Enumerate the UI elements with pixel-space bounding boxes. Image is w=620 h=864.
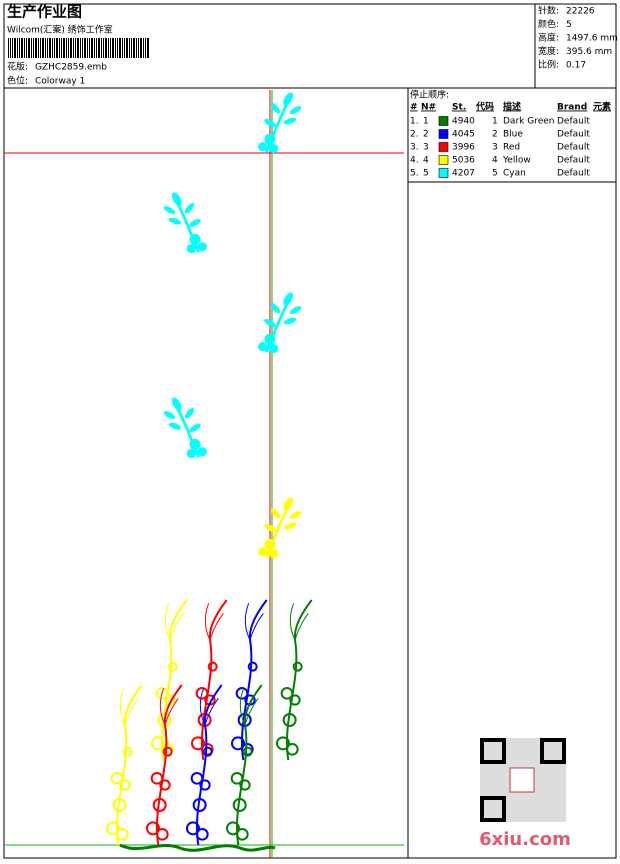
column-header: St. [452,103,466,113]
design-label: 花版: [7,61,28,73]
cell-brand: Default [557,117,590,127]
info-label: 颜色: [538,18,559,30]
cell-code: 2 [492,130,498,140]
watermark: 6xiu.com [479,829,571,850]
info-value: 0.17 [566,61,586,71]
stop-table: # N# St. 代码 描述 Brand 元素1. 1 4940 1 Dark Green Defau… [410,101,611,179]
column-header: Brand [557,103,587,113]
barcode [8,38,150,58]
cell-brand: Default [557,156,590,166]
cell-brand: Default [557,130,590,140]
cell-description: Yellow [502,156,531,166]
motif [161,394,209,460]
column-header: 描述 [503,101,521,113]
cell-stop: 5. [410,169,419,179]
motif [161,189,209,255]
cell-description: Dark Green [503,117,554,127]
cell-code: 1 [492,117,498,127]
motif [151,599,188,761]
cell-stitches: 3996 [452,143,475,153]
cell-brand: Default [557,143,590,153]
color-swatch [438,155,449,165]
motif [191,599,228,761]
column-header: 代码 [475,101,494,113]
cell-stop: 1. [410,117,419,127]
title: 生产作业图 [7,3,82,21]
info-label: 高度: [538,32,559,44]
color-swatch [438,116,449,126]
motif [256,289,304,355]
motif [256,89,304,155]
motif [276,599,313,761]
cell-description: Red [503,143,520,153]
stop-title: 停止顺序: [410,89,449,101]
info-label: 针数: [538,5,559,17]
qr-code [480,738,566,822]
subtitle: Wilcom(汇案) 绣饰工作室 [7,24,113,36]
cell-brand: Default [557,169,590,179]
design-name: GZHC2859.emb [35,63,107,73]
cell-needle: 2 [423,130,429,140]
info-value: 1497.6 mm [566,34,618,44]
info-value: 395.6 mm [566,47,612,57]
cell-stitches: 5036 [452,156,475,166]
cell-needle: 5 [423,169,429,179]
column-header: # [410,103,418,113]
cell-stop: 4. [410,156,419,166]
cell-code: 4 [492,156,498,166]
cell-stop: 2. [410,130,419,140]
motif [119,843,276,852]
cell-description: Blue [503,130,523,140]
design-preview [4,89,404,858]
colorway-label: 色位: [7,75,28,87]
color-swatch [438,168,449,178]
cell-stitches: 4207 [452,169,475,179]
cell-code: 3 [492,143,498,153]
color-swatch [438,129,449,139]
column-header: 元素 [593,101,611,113]
motif [256,494,304,560]
motif [106,684,143,846]
info-label: 比例: [538,59,559,71]
cell-stitches: 4045 [452,130,475,140]
cell-description: Cyan [503,169,526,179]
info-value: 5 [566,20,572,30]
cell-needle: 3 [423,143,429,153]
motif [231,599,268,761]
column-header: N# [421,103,436,113]
cell-code: 5 [492,169,498,179]
cell-needle: 1 [423,117,429,127]
color-swatch [438,142,449,152]
cell-needle: 4 [423,156,429,166]
info-value: 22226 [566,7,595,17]
info-block: 针数: 22226 颜色: 5 高度: 1497.6 mm 宽度: 395.6 mm 比例: 0.… [538,5,618,71]
colorway-name: Colorway 1 [35,77,85,87]
cell-stitches: 4940 [452,117,475,127]
cell-stop: 3. [410,143,419,153]
border [3,3,617,859]
info-label: 宽度: [538,45,559,57]
